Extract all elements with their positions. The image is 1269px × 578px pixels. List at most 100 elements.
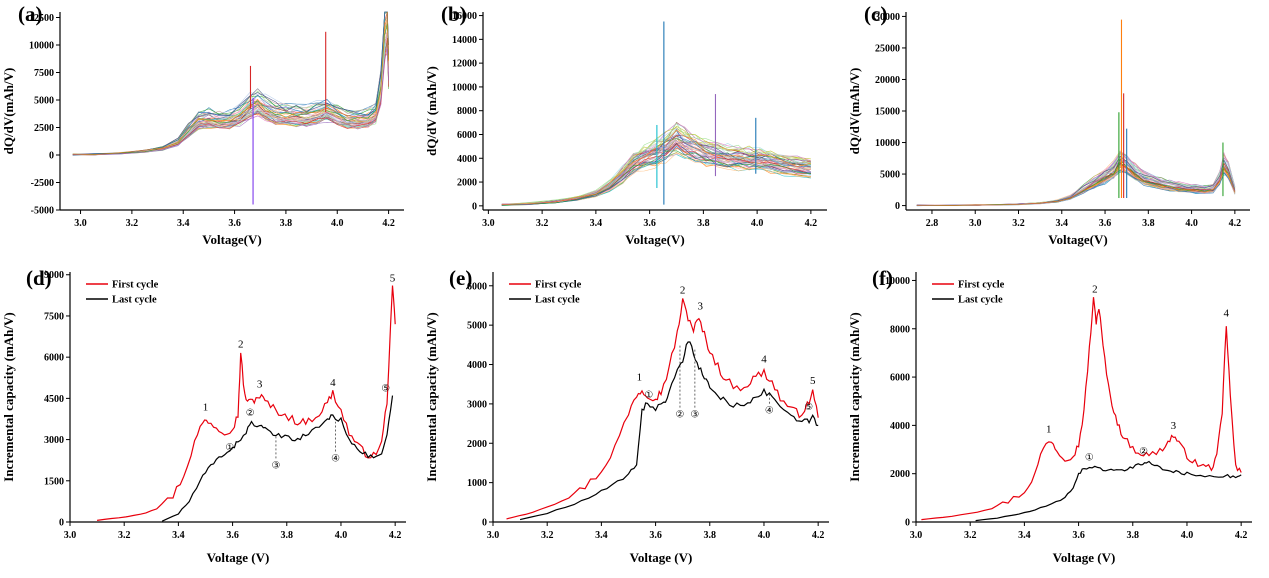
cycle-curve: [916, 155, 1236, 206]
y-tick-label: 2000: [890, 469, 910, 480]
x-tick-label: 4.0: [335, 530, 348, 541]
y-tick-label: 0: [482, 518, 487, 529]
y-tick-label: 14000: [452, 35, 477, 46]
y-tick-label: 5000: [880, 170, 900, 181]
chart-a-dqdv-all-cycles: 3.0 3.2 3.4 3.6 3.8 4.0 4.2 -5000 -2500 0 2500 5000…: [1, 11, 404, 247]
y-tick-label: 5000: [34, 96, 54, 107]
cycle-curve: [72, 11, 389, 156]
x-axis-title: Voltage(V): [202, 232, 261, 247]
cycle-curve: [72, 17, 389, 156]
cycle-curve: [72, 45, 389, 155]
cycle-curve: [72, 35, 389, 156]
legend-label: First cycle: [535, 280, 582, 291]
y-tick-label: 5000: [467, 321, 487, 332]
panel-e: (e) 3.0 3.2 3.4 3.6 3.8 4.0 4.2 0 1000 2000 3000 40…: [423, 258, 846, 578]
x-axis-title: Voltage (V): [207, 550, 270, 565]
y-tick-label: 4000: [890, 421, 910, 432]
y-tick-label: 10000: [29, 41, 54, 52]
annotation: 3: [257, 378, 263, 390]
cycle-curve: [72, 11, 389, 156]
y-tick-label: 20000: [875, 75, 900, 86]
annotation: ⑤: [381, 384, 390, 395]
cycle-curve: [72, 30, 389, 156]
x-tick-label: 3.4: [595, 530, 608, 541]
cycle-curve: [916, 162, 1236, 206]
cycle-curve: [916, 166, 1236, 206]
annotation: 2: [238, 339, 244, 351]
x-tick-label: 3.0: [64, 530, 77, 541]
y-tick-label: 4000: [467, 360, 487, 371]
cycle-curve: [916, 157, 1236, 206]
x-tick-label: 3.6: [643, 218, 656, 229]
x-tick-label: 3.0: [74, 218, 87, 229]
x-tick-label: 4.2: [1235, 530, 1248, 541]
cycle-curve: [916, 151, 1236, 207]
cycle-curve: [72, 17, 389, 156]
cycle-curve: [72, 41, 389, 155]
cycle-curve: [916, 150, 1236, 206]
cycle-curve: [916, 154, 1236, 206]
cycle-curve: [72, 40, 389, 156]
cycle-curve: [72, 37, 389, 156]
cycle-curve: [72, 32, 389, 156]
cycle-curve: [72, 11, 389, 155]
x-axis-title: Voltage(V): [1048, 232, 1107, 247]
cycle-curve: [72, 36, 389, 155]
cycle-curve: [916, 154, 1236, 206]
cycle-curve: [916, 156, 1236, 206]
y-tick-label: 10000: [885, 276, 910, 287]
x-tick-label: 3.2: [536, 218, 549, 229]
y-tick-label: 30000: [875, 12, 900, 23]
cycle-curve: [916, 162, 1236, 206]
y-tick-label: 0: [472, 201, 477, 212]
panel-f: (f) 3.0 3.2 3.4 3.6 3.8 4.0 4.2 0 2000 4000 6000 80…: [846, 258, 1269, 578]
chart-b-dqdv-all-cycles: 3.0 3.2 3.4 3.6 3.8 4.0 4.2 0 2000 4000 6000 8000 10…: [424, 11, 827, 247]
cycle-curve: [916, 151, 1236, 206]
x-tick-label: 3.6: [226, 530, 239, 541]
x-tick-label: 3.8: [704, 530, 717, 541]
cycle-curve: [72, 11, 389, 156]
y-tick-label: 0: [905, 518, 910, 529]
annotation: ①: [1085, 452, 1094, 463]
cycle-curve: [72, 23, 389, 155]
cycle-curve: [72, 24, 389, 156]
cycle-curve: [72, 15, 389, 155]
cycle-curve: [72, 11, 389, 155]
cycle-curve: [72, 18, 389, 156]
y-tick-label: 8000: [457, 106, 477, 117]
x-tick-label: 3.4: [1056, 218, 1069, 229]
cycle-curve: [916, 159, 1236, 206]
annotation: ④: [331, 454, 340, 465]
y-tick-label: 10000: [875, 138, 900, 149]
x-tick-label: 3.2: [126, 218, 139, 229]
cycle-curve: [72, 37, 389, 155]
x-tick-label: 3.0: [969, 218, 982, 229]
y-tick-label: 9000: [44, 270, 64, 281]
annotation: ③: [271, 460, 280, 471]
x-tick-label: 3.2: [964, 530, 977, 541]
cycle-curve: [916, 160, 1236, 206]
y-tick-label: -5000: [31, 206, 54, 217]
x-tick-label: 3.8: [1142, 218, 1155, 229]
legend-label: First cycle: [958, 280, 1005, 291]
y-tick-label: 12500: [29, 13, 54, 24]
annotation: ①: [225, 443, 234, 454]
panel-b: (b) 3.0 3.2 3.4 3.6 3.8 4.0 4.2 0 2000 4000 6000 80…: [423, 0, 846, 258]
y-tick-label: 15000: [875, 107, 900, 118]
legend-label: Last cycle: [535, 295, 580, 306]
x-tick-label: 3.0: [482, 218, 495, 229]
annotation: 1: [1046, 424, 1052, 436]
x-tick-label: 3.2: [118, 530, 131, 541]
series-last-cycle: [161, 395, 394, 522]
cycle-curve: [72, 11, 389, 155]
panel-a: (a) 3.0 3.2 3.4 3.6 3.8 4.0 4.2 -5000 -2500 0 2500…: [0, 0, 423, 258]
x-tick-label: 2.8: [926, 218, 939, 229]
y-tick-label: 2000: [467, 439, 487, 450]
series-last-cycle: [975, 460, 1242, 522]
x-tick-label: 4.2: [812, 530, 825, 541]
annotation: 3: [1171, 420, 1177, 432]
y-tick-label: 6000: [44, 353, 64, 364]
cycle-curve: [72, 46, 389, 155]
x-tick-label: 4.0: [758, 530, 771, 541]
